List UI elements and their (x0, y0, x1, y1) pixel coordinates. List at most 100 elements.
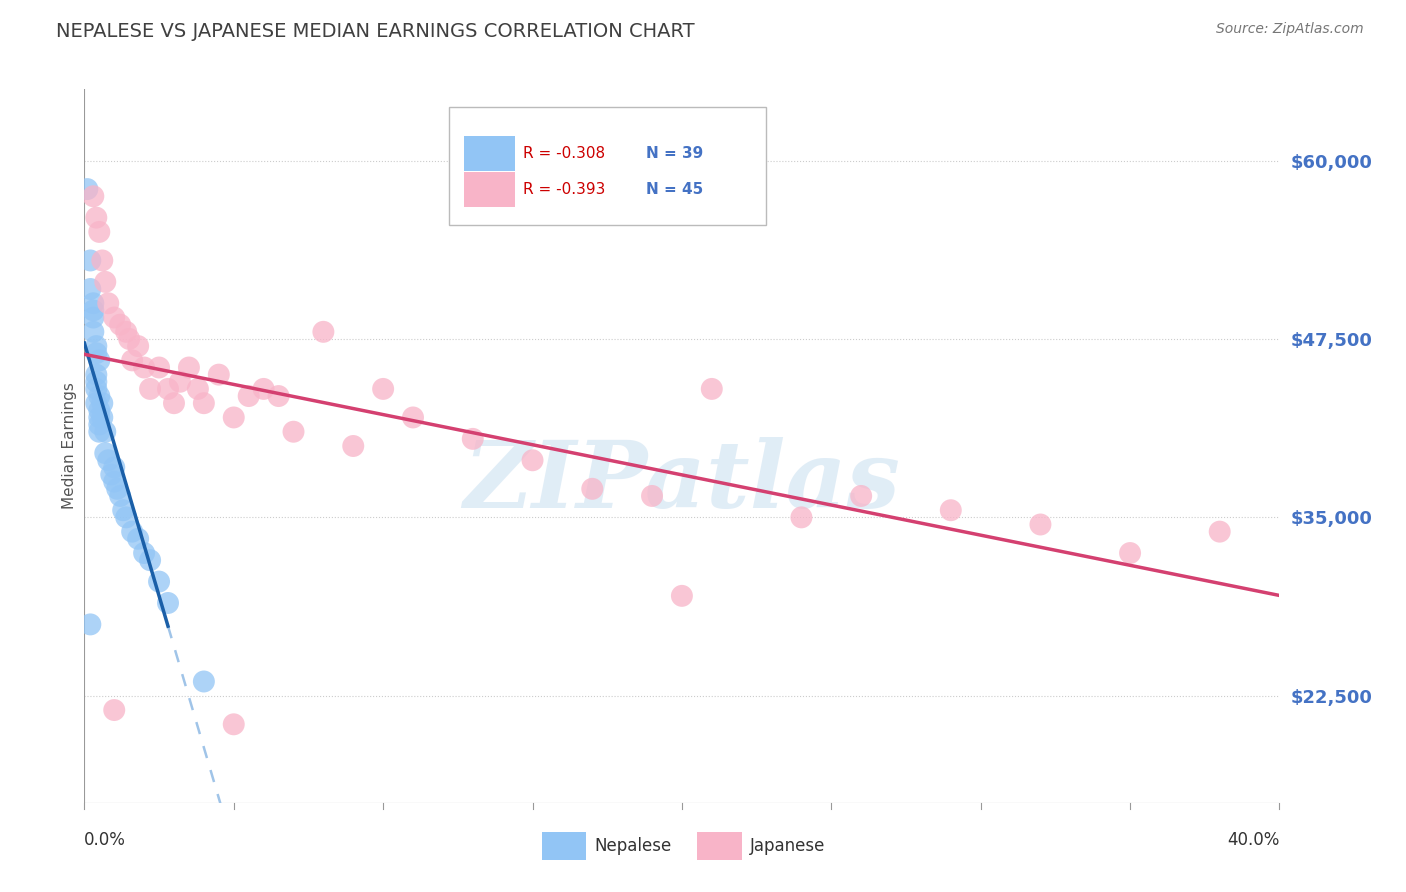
Point (522, 453, 544, 467)
Point (163, 396, 186, 410)
Point (1119, 546, 1142, 560)
Point (82, 303, 104, 318)
Point (312, 325, 335, 339)
Point (103, 310, 125, 325)
FancyBboxPatch shape (449, 107, 766, 225)
Point (222, 717, 245, 731)
Point (157, 382, 180, 396)
Text: R = -0.308: R = -0.308 (523, 146, 605, 161)
Point (127, 532, 149, 546)
Point (112, 503, 135, 517)
Point (641, 489, 664, 503)
Point (461, 432, 484, 446)
Point (76, 182, 98, 196)
Point (91, 410, 114, 425)
Point (132, 360, 156, 375)
Point (581, 482, 603, 496)
Point (86, 368, 108, 382)
Point (139, 382, 162, 396)
Point (939, 503, 962, 517)
Point (82, 189, 104, 203)
Text: N = 39: N = 39 (647, 146, 703, 161)
FancyBboxPatch shape (464, 136, 515, 171)
Point (238, 389, 260, 403)
FancyBboxPatch shape (464, 171, 515, 207)
Point (267, 389, 290, 403)
Text: 0.0%: 0.0% (84, 831, 127, 849)
Point (86, 339, 108, 353)
Point (89, 225, 111, 239)
Point (148, 574, 170, 589)
Point (208, 368, 231, 382)
Point (103, 703, 125, 717)
Text: R = -0.393: R = -0.393 (523, 182, 606, 196)
Point (89, 403, 111, 417)
Point (89, 353, 111, 368)
Text: Japanese: Japanese (749, 837, 825, 855)
Point (121, 353, 143, 368)
Point (115, 325, 138, 339)
Point (82, 296, 104, 310)
Point (86, 346, 108, 360)
Point (97, 453, 120, 467)
Point (373, 382, 395, 396)
Point (1029, 517, 1052, 532)
Point (105, 482, 128, 496)
Point (193, 674, 215, 689)
Point (115, 510, 138, 524)
Point (121, 524, 143, 539)
Point (157, 596, 180, 610)
Point (139, 553, 162, 567)
Point (253, 382, 276, 396)
Point (127, 339, 149, 353)
Point (169, 375, 191, 389)
Point (89, 410, 111, 425)
Point (132, 546, 156, 560)
Point (148, 360, 170, 375)
Point (79, 282, 101, 296)
Text: 40.0%: 40.0% (1227, 831, 1279, 849)
Point (283, 425, 305, 439)
FancyBboxPatch shape (543, 832, 586, 860)
FancyBboxPatch shape (697, 832, 742, 860)
Point (193, 396, 215, 410)
Point (86, 396, 108, 410)
Point (86, 375, 108, 389)
Point (110, 318, 132, 332)
Point (671, 589, 693, 603)
Point (91, 396, 114, 410)
Point (100, 467, 122, 482)
Y-axis label: Median Earnings: Median Earnings (62, 383, 77, 509)
Text: NEPALESE VS JAPANESE MEDIAN EARNINGS CORRELATION CHART: NEPALESE VS JAPANESE MEDIAN EARNINGS COR… (56, 22, 695, 41)
Point (118, 332, 141, 346)
Point (79, 617, 101, 632)
Point (86, 382, 108, 396)
Point (89, 389, 111, 403)
Point (103, 460, 125, 475)
Point (94, 275, 117, 289)
Text: ZIPatlas: ZIPatlas (464, 437, 900, 526)
Point (1209, 524, 1232, 539)
Point (177, 360, 200, 375)
Point (187, 382, 209, 396)
Point (851, 489, 873, 503)
Text: Nepalese: Nepalese (595, 837, 672, 855)
Point (402, 410, 425, 425)
Point (700, 382, 723, 396)
Point (82, 310, 104, 325)
Point (89, 417, 111, 432)
Point (79, 253, 101, 268)
Text: Source: ZipAtlas.com: Source: ZipAtlas.com (1216, 22, 1364, 37)
Point (86, 211, 108, 225)
Point (89, 425, 111, 439)
Text: N = 45: N = 45 (647, 182, 703, 196)
Point (342, 439, 364, 453)
Point (790, 510, 813, 524)
Point (94, 446, 117, 460)
Point (103, 475, 125, 489)
Point (82, 325, 104, 339)
Point (110, 489, 132, 503)
Point (94, 425, 117, 439)
Point (97, 296, 120, 310)
Point (91, 253, 114, 268)
